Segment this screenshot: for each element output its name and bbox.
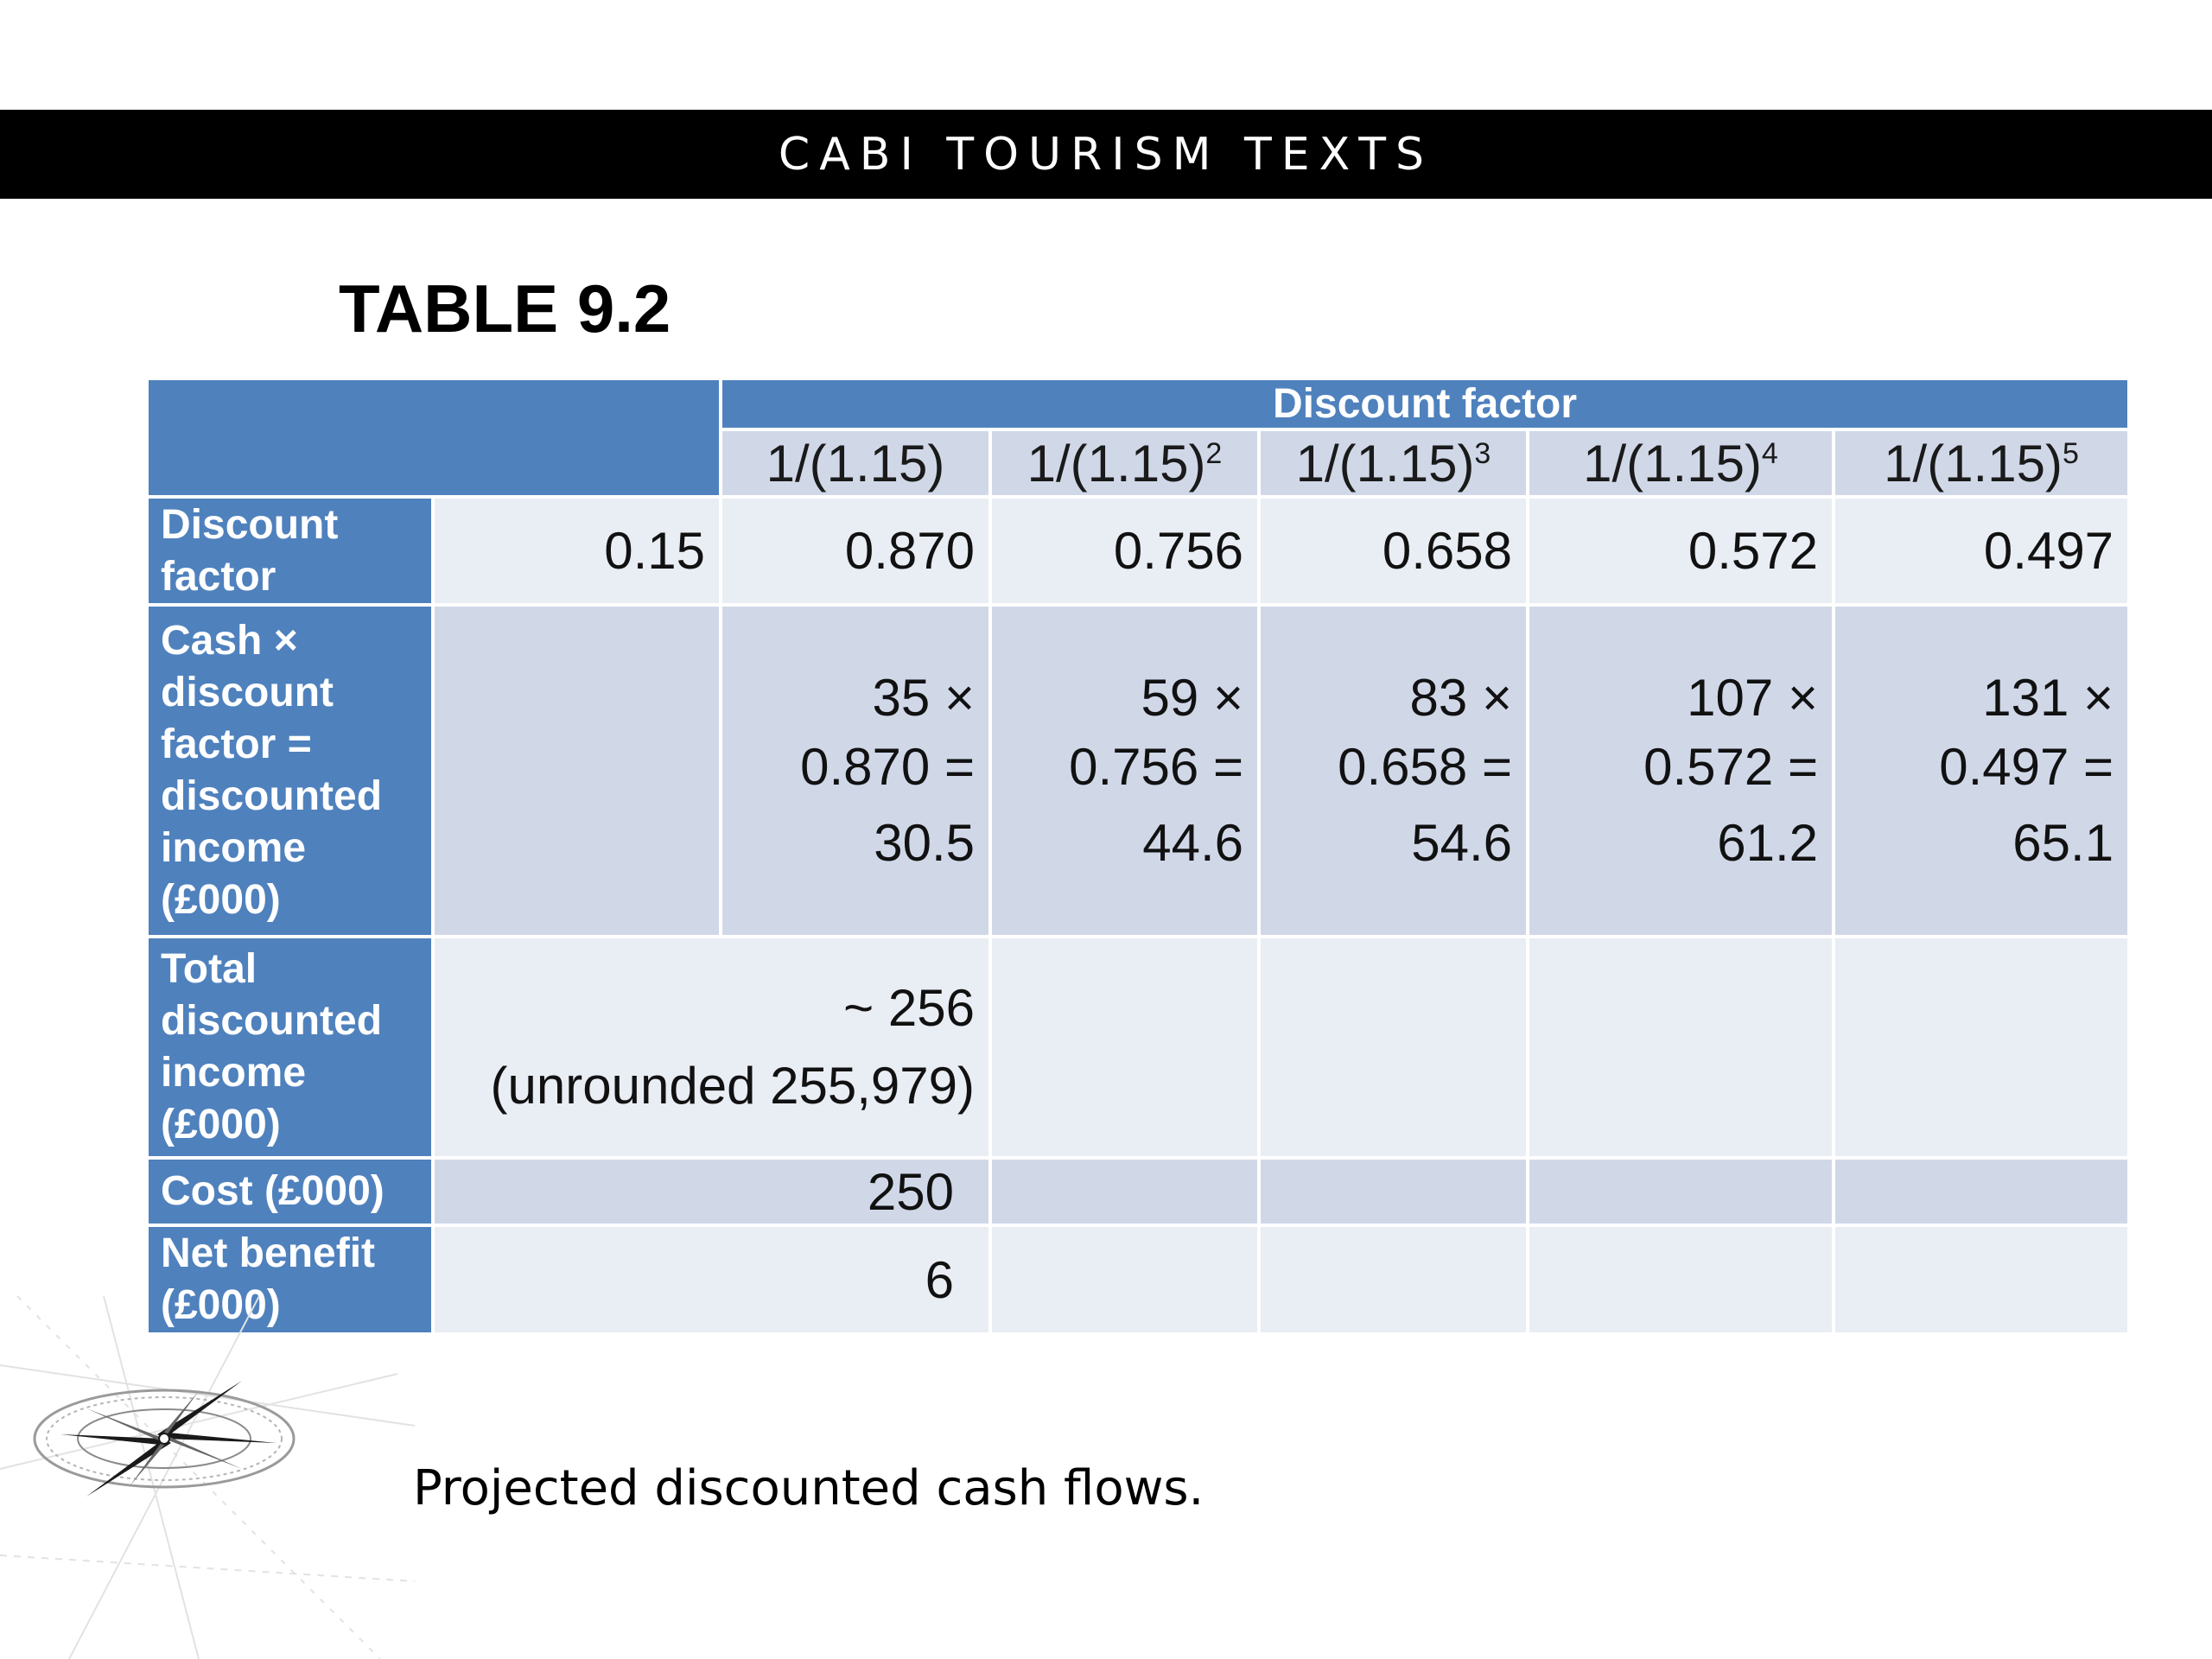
- row-label-total-discounted-income: Total discounted income (£000): [145, 935, 435, 1160]
- discounted-income-year-3: 83 × 0.658 = 54.6: [1257, 603, 1529, 938]
- total-discounted-income-value: ~ 256 (unrounded 255,979): [431, 935, 992, 1160]
- sub-header-3: 1/(1.15)3: [1257, 428, 1529, 499]
- sub-header-2: 1/(1.15)2: [988, 428, 1261, 499]
- discount-factor-year-1: 0.870: [719, 495, 992, 607]
- row-discounted-income: Cash × discount factor = discounted inco…: [145, 603, 2132, 938]
- discounted-income-year-4: 107 × 0.572 = 61.2: [1526, 603, 1835, 938]
- net-empty-cell-4: [1257, 1224, 1529, 1336]
- header-row-exponents: 1/(1.15) 1/(1.15)2 1/(1.15)3 1/(1.15)4 1…: [147, 428, 2132, 499]
- discounted-income-year-2: 59 × 0.756 = 44.6: [988, 603, 1261, 938]
- cost-empty-cell-5: [1526, 1156, 1835, 1227]
- row-label-net-benefit: Net benefit (£000): [145, 1224, 435, 1336]
- row-label-discounted-income: Cash × discount factor = discounted inco…: [145, 603, 435, 938]
- net-empty-cell-5: [1526, 1224, 1835, 1336]
- header-blank-cell: [145, 377, 722, 499]
- discounted-income-empty-cell: [431, 603, 722, 938]
- row-net-benefit: Net benefit (£000) 6: [145, 1224, 2132, 1336]
- table-caption: Projected discounted cash flows.: [413, 1460, 1205, 1516]
- sub-header-4: 1/(1.15)4: [1526, 428, 1835, 499]
- discounted-income-year-1: 35 × 0.870 = 30.5: [719, 603, 992, 938]
- background-lines-decoration: [0, 1296, 415, 1659]
- total-empty-cell-3: [988, 935, 1261, 1160]
- total-empty-cell-6: [1831, 935, 2132, 1160]
- discount-factor-year-3: 0.658: [1257, 495, 1529, 607]
- sub-header-1: 1/(1.15): [719, 428, 992, 499]
- total-empty-cell-5: [1526, 935, 1835, 1160]
- net-empty-cell-3: [988, 1224, 1261, 1336]
- discount-factor-year-4: 0.572: [1526, 495, 1835, 607]
- row-total-discounted-income: Total discounted income (£000) ~ 256 (unr…: [145, 935, 2132, 1160]
- discount-factor-year-5: 0.497: [1831, 495, 2132, 607]
- discounted-cash-flow-table: Discount factor 1/(1.15) 1/(1.15)2 1/(1.…: [145, 377, 2132, 1336]
- row-cost: Cost (£000) 250: [145, 1156, 2132, 1227]
- row-discount-factor: Discount factor 0.15 0.870 0.756 0.658 0…: [145, 495, 2132, 607]
- discount-rate-cell: 0.15: [431, 495, 722, 607]
- header-row-band: Discount factor: [145, 377, 2132, 499]
- row-label-cost: Cost (£000): [145, 1156, 435, 1227]
- net-benefit-value: 6: [431, 1224, 992, 1336]
- cost-empty-cell-3: [988, 1156, 1261, 1227]
- discounted-income-year-5: 131 × 0.497 = 65.1: [1831, 603, 2132, 938]
- net-empty-cell-6: [1831, 1224, 2132, 1336]
- discount-factor-year-2: 0.756: [988, 495, 1261, 607]
- cost-empty-cell-6: [1831, 1156, 2132, 1227]
- sub-header-5: 1/(1.15)5: [1831, 428, 2132, 499]
- cost-value: 250: [431, 1156, 992, 1227]
- row-label-discount-factor: Discount factor: [145, 495, 435, 607]
- table-title: TABLE 9.2: [339, 270, 671, 346]
- banner-title: CABI TOURISM TEXTS: [778, 128, 1434, 181]
- header-discount-factor: Discount factor: [718, 377, 2132, 431]
- header-banner: CABI TOURISM TEXTS: [0, 110, 2212, 199]
- total-empty-cell-4: [1257, 935, 1529, 1160]
- cost-empty-cell-4: [1257, 1156, 1529, 1227]
- compass-rose-icon: [33, 1381, 296, 1497]
